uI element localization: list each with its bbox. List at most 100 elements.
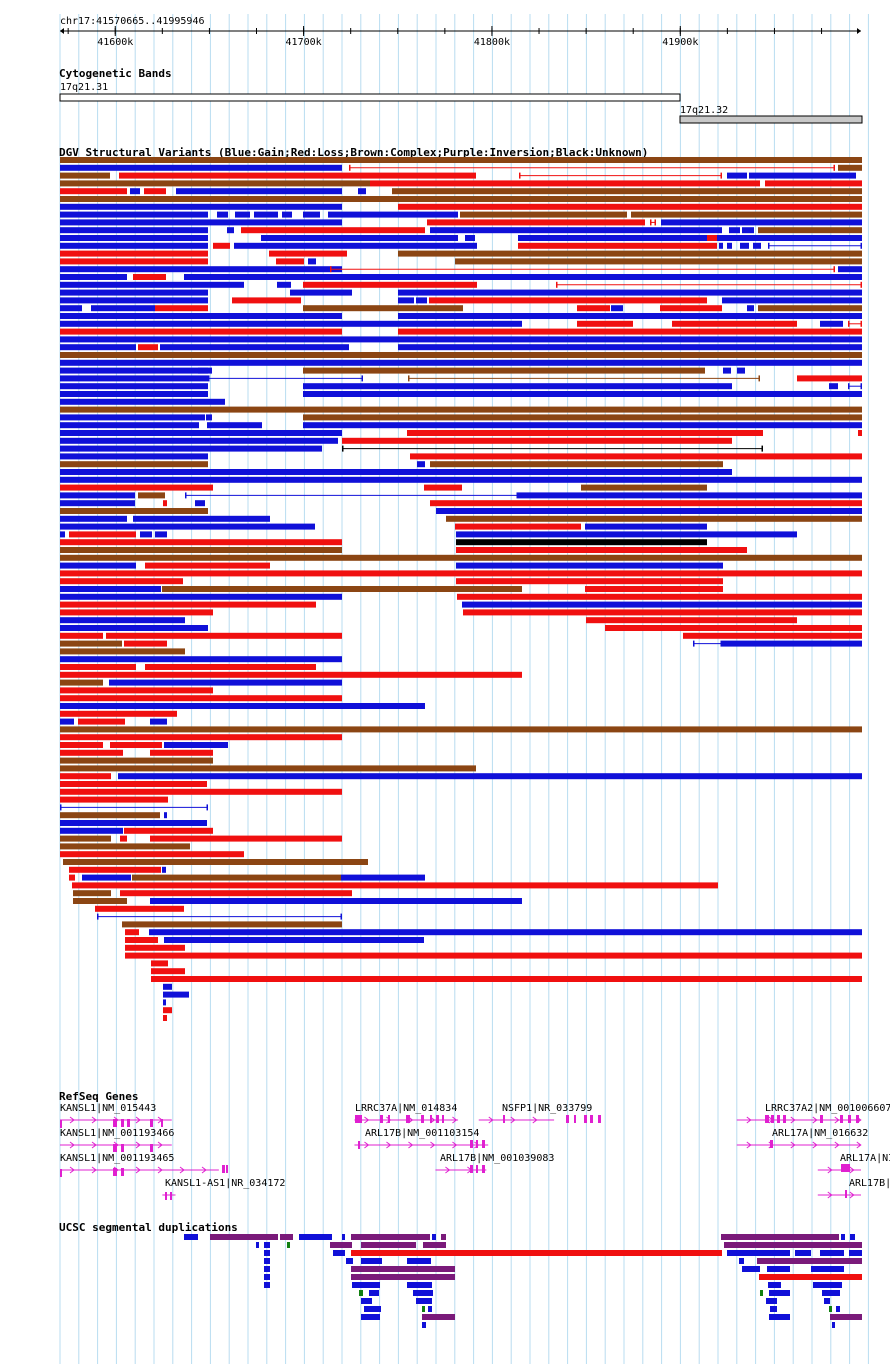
dgv-gain-end [693, 640, 695, 647]
segdup-feature [416, 1298, 432, 1304]
refseq-track[interactable]: RefSeq Genes KANSL1|NM_015443KANSL1|NM_0… [59, 1090, 890, 1200]
refseq-exon [783, 1115, 786, 1123]
dgv-unknown-end [342, 445, 344, 452]
dgv-loss-variant [276, 258, 304, 265]
dgv-loss-variant [232, 297, 301, 304]
dgv-loss-variant [707, 235, 717, 241]
dgv-gain-end [185, 492, 187, 499]
dgv-gain-variant [436, 508, 862, 514]
dgv-gain-variant [727, 172, 747, 179]
dgv-gain-end [206, 804, 208, 811]
segdup-feature [724, 1242, 862, 1248]
segdup-track[interactable]: UCSC segmental duplications [59, 1221, 862, 1328]
refseq-exon [771, 1115, 774, 1123]
ruler[interactable]: chr17:41570665..41995946 41600k 41700k 418… [60, 16, 861, 48]
dgv-loss-variant [163, 500, 167, 507]
dgv-gain-variant [417, 461, 425, 468]
dgv-gain-variant [820, 320, 843, 327]
dgv-gain-variant [60, 656, 342, 663]
dgv-loss-end [654, 219, 656, 226]
dgv-complex-variant [446, 515, 862, 522]
dgv-gain-variant [60, 593, 342, 600]
dgv-complex-variant [60, 812, 160, 819]
dgv-gain-variant [60, 219, 342, 226]
dgv-gain-variant [184, 274, 862, 280]
dgv-loss-end [330, 266, 332, 273]
dgv-complex-variant [430, 461, 723, 468]
dgv-gain-variant [60, 164, 342, 171]
dgv-gain-variant [749, 172, 856, 179]
dgv-loss-variant [60, 781, 207, 787]
refseq-exon [574, 1115, 576, 1123]
refseq-exon [840, 1115, 843, 1123]
dgv-complex-variant [398, 250, 862, 257]
dgv-track[interactable]: DGV Structural Variants (Blue:Gain;Red:L… [59, 146, 862, 1021]
dgv-gain-variant [753, 242, 761, 249]
cytoband-17q21-31 [59, 93, 681, 102]
dgv-loss-variant [60, 250, 208, 257]
refseq-strand-arrow [135, 1141, 141, 1149]
cytoband-track[interactable]: Cytogenetic Bands 17q21.31 17q21.32 [59, 67, 863, 124]
dgv-loss-variant [577, 305, 610, 312]
refseq-exon [430, 1115, 432, 1123]
dgv-loss-variant [456, 578, 723, 585]
refseq-strand-arrow [849, 1166, 855, 1174]
refseq-exon [165, 1192, 167, 1200]
dgv-gain-variant [60, 515, 127, 522]
dgv-gain-variant [723, 367, 731, 374]
refseq-strand-arrow [746, 1116, 752, 1124]
dgv-loss-variant [455, 523, 581, 530]
dgv-loss-variant [120, 835, 127, 842]
segdup-feature [441, 1234, 446, 1240]
dgv-complex-variant [60, 508, 208, 514]
refseq-exon [777, 1115, 780, 1123]
dgv-gain-variant [282, 211, 292, 218]
dgv-loss-variant [145, 562, 270, 569]
dgv-loss-end [848, 320, 850, 327]
refseq-exon [121, 1119, 124, 1127]
refseq-exon [121, 1144, 124, 1152]
segdup-feature [757, 1258, 862, 1264]
dgv-loss-variant [60, 328, 342, 335]
refseq-strand-arrow [201, 1166, 207, 1174]
dgv-loss-variant [60, 788, 342, 795]
segdup-feature [829, 1306, 832, 1312]
dgv-loss-variant [424, 484, 462, 491]
dgv-complex-variant [60, 765, 476, 772]
dgv-complex-variant [60, 843, 190, 850]
refseq-exon [113, 1144, 117, 1152]
segdup-feature [432, 1234, 436, 1240]
cytoband-track-title: Cytogenetic Bands [59, 67, 172, 80]
refseq-strand-arrow [812, 1141, 818, 1149]
dgv-complex-variant [60, 554, 862, 561]
dgv-loss-variant [60, 632, 103, 639]
dgv-loss-variant [407, 430, 763, 436]
refseq-exon [476, 1140, 478, 1148]
refseq-gene-label: KANSL1|NM_001193465 [60, 1153, 174, 1164]
dgv-loss-variant [213, 242, 230, 249]
refseq-strand-arrow [746, 1141, 752, 1149]
segdup-feature [361, 1298, 372, 1304]
segdup-feature [346, 1258, 353, 1264]
refseq-strand-arrow [91, 1166, 97, 1174]
dgv-gain-end [340, 913, 342, 920]
dgv-gain-variant [82, 874, 131, 881]
ruler-tick-label: 41800k [474, 37, 510, 48]
dgv-loss-variant [60, 742, 103, 748]
dgv-complex-variant [60, 172, 110, 179]
refseq-exon [503, 1115, 505, 1123]
refseq-exon [161, 1119, 163, 1127]
dgv-loss-end [860, 320, 862, 327]
segdup-feature [813, 1282, 842, 1288]
segdup-feature [768, 1282, 781, 1288]
dgv-gain-variant [60, 718, 74, 725]
refseq-exon [113, 1119, 117, 1127]
segdup-feature [422, 1306, 425, 1312]
dgv-gain-variant [234, 242, 477, 249]
segdup-feature [361, 1258, 382, 1264]
dgv-gain-variant [62, 586, 161, 592]
dgv-gain-variant [60, 297, 208, 304]
dgv-gain-variant [60, 235, 208, 241]
refseq-exon [482, 1165, 485, 1173]
